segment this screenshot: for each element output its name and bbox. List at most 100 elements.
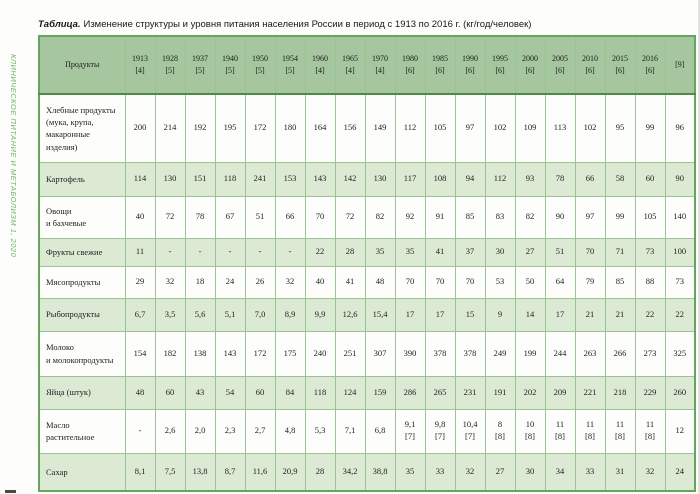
value-cell: 33 [574, 452, 606, 492]
col-header-products: Продукты [38, 35, 126, 95]
product-cell: Молоко и молокопродукты [38, 330, 126, 377]
table-row: Рыбопродукты 6,7 3,5 5,6 5,1 7,0 8,9 9,9 12,6 15,… [38, 297, 696, 332]
value-cell: 209 [544, 375, 576, 410]
value-cell: 143 [304, 161, 336, 197]
table-row: Масло растительное -2,6 2,0 2,3 2,7 4,8 5,3 7,1 6… [38, 408, 696, 454]
value-cell: 105 [634, 195, 666, 239]
value-cell: 48 [364, 265, 396, 299]
value-cell: 78 [544, 161, 576, 197]
value-cell: 231 [454, 375, 486, 410]
value-cell: 34,2 [334, 452, 366, 492]
value-cell: 66 [574, 161, 606, 197]
col-header-year: 1980 [6] [394, 35, 426, 95]
value-cell: 31 [604, 452, 636, 492]
value-cell: 202 [514, 375, 546, 410]
value-cell: - [274, 237, 306, 267]
value-cell: 92 [394, 195, 426, 239]
value-cell: 17 [544, 297, 576, 332]
value-cell: 105 [424, 93, 456, 163]
value-cell: 175 [274, 330, 306, 377]
value-cell: 99 [604, 195, 636, 239]
value-cell: 8 [8] [484, 408, 516, 454]
value-cell: 9,9 [304, 297, 336, 332]
value-cell: 24 [664, 452, 696, 492]
value-cell: 21 [604, 297, 636, 332]
value-cell: 249 [484, 330, 516, 377]
value-cell: 154 [124, 330, 156, 377]
value-cell: 7,1 [334, 408, 366, 454]
value-cell: 12,6 [334, 297, 366, 332]
product-cell: Яйца (штук) [38, 375, 126, 410]
value-cell: 260 [664, 375, 696, 410]
value-cell: 18 [184, 265, 216, 299]
value-cell: 143 [214, 330, 246, 377]
value-cell: 97 [574, 195, 606, 239]
value-cell: 27 [514, 237, 546, 267]
value-cell: 390 [394, 330, 426, 377]
value-cell: 73 [634, 237, 666, 267]
value-cell: 97 [454, 93, 486, 163]
value-cell: 200 [124, 93, 156, 163]
value-cell: 82 [364, 195, 396, 239]
value-cell: 34 [544, 452, 576, 492]
col-header-year: 2000 [6] [514, 35, 546, 95]
product-cell: Хлебные продукты (мука, крупа, макаронные и… [38, 93, 126, 163]
value-cell: 8,1 [124, 452, 156, 492]
value-cell: 156 [334, 93, 366, 163]
value-cell: 35 [364, 237, 396, 267]
value-cell: 50 [514, 265, 546, 299]
value-cell: 99 [634, 93, 666, 163]
value-cell: 30 [514, 452, 546, 492]
value-cell: 84 [274, 375, 306, 410]
value-cell: 195 [214, 93, 246, 163]
value-cell: 51 [244, 195, 276, 239]
value-cell: 180 [274, 93, 306, 163]
value-cell: 22 [664, 297, 696, 332]
table-caption-label: Таблица. [38, 18, 81, 30]
value-cell: 90 [544, 195, 576, 239]
table-row: Картофель 114 130 151 118 241 153 143 142 130 117 1… [38, 161, 696, 197]
value-cell: 13,8 [184, 452, 216, 492]
value-cell: 2,7 [244, 408, 276, 454]
value-cell: 32 [454, 452, 486, 492]
value-cell: 11 [8] [604, 408, 636, 454]
col-header-year: 1970 [4] [364, 35, 396, 95]
value-cell: 85 [604, 265, 636, 299]
col-header-year: [9] [664, 35, 696, 95]
value-cell: 4,8 [274, 408, 306, 454]
value-cell: 72 [154, 195, 186, 239]
value-cell: 78 [184, 195, 216, 239]
value-cell: 32 [274, 265, 306, 299]
value-cell: 53 [484, 265, 516, 299]
value-cell: - [244, 237, 276, 267]
value-cell: 22 [634, 297, 666, 332]
value-cell: 240 [304, 330, 336, 377]
value-cell: 8,9 [274, 297, 306, 332]
value-cell: 70 [424, 265, 456, 299]
value-cell: 108 [424, 161, 456, 197]
value-cell: 244 [544, 330, 576, 377]
value-cell: 67 [214, 195, 246, 239]
value-cell: 14 [514, 297, 546, 332]
value-cell: 27 [484, 452, 516, 492]
value-cell: 124 [334, 375, 366, 410]
col-header-year: 2015 [6] [604, 35, 636, 95]
value-cell: 21 [574, 297, 606, 332]
col-header-year: 1965 [4] [334, 35, 366, 95]
value-cell: - [184, 237, 216, 267]
table-row: Сахар 8,1 7,5 13,8 8,7 11,6 20,9 28 34,2 38,8 35 33… [38, 452, 696, 492]
product-cell: Рыбопродукты [38, 297, 126, 332]
value-cell: 35 [394, 452, 426, 492]
value-cell: 218 [604, 375, 636, 410]
value-cell: 28 [304, 452, 336, 492]
value-cell: 241 [244, 161, 276, 197]
value-cell: 70 [454, 265, 486, 299]
product-cell: Овощи и бахчевые [38, 195, 126, 239]
value-cell: 37 [454, 237, 486, 267]
value-cell: 118 [214, 161, 246, 197]
value-cell: 11 [8] [544, 408, 576, 454]
value-cell: 3,5 [154, 297, 186, 332]
value-cell: 28 [334, 237, 366, 267]
col-header-year: 1985 [6] [424, 35, 456, 95]
value-cell: 15 [454, 297, 486, 332]
